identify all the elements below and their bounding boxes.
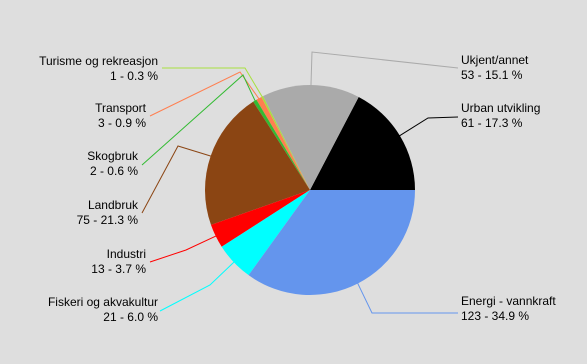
pie-slice (210, 190, 310, 247)
value-label: 13 - 3.7 % (91, 262, 146, 276)
slice-label: Fiskeri og akvakultur (48, 295, 158, 309)
slice-label: Landbruk (88, 198, 139, 212)
value-label: 123 - 34.9 % (461, 309, 529, 323)
pie-slice (253, 99, 310, 190)
leader-line (149, 234, 218, 263)
value-label: 2 - 0.6 % (90, 164, 138, 178)
leader-line (162, 67, 264, 99)
slice-label: Ukjent/annet (461, 53, 529, 67)
leader-line (141, 145, 213, 214)
value-label: 3 - 0.9 % (98, 116, 146, 130)
slice-label: Energi - vannkraft (461, 294, 556, 308)
pie-slice (256, 96, 310, 190)
slice-label: Skogbruk (87, 149, 139, 163)
value-label: 61 - 17.3 % (461, 116, 523, 130)
leader-line (149, 71, 261, 117)
pie-slice (221, 190, 310, 276)
leader-line (159, 260, 236, 312)
leader-line (141, 74, 257, 166)
pie-slice (248, 190, 415, 295)
value-label: 21 - 6.0 % (103, 310, 158, 324)
leader-line (397, 116, 459, 138)
pie-slice (310, 96, 415, 190)
slice-label: Urban utvikling (461, 101, 540, 115)
value-label: 1 - 0.3 % (110, 69, 158, 83)
leader-line (310, 51, 459, 88)
value-label: 53 - 15.1 % (461, 68, 523, 82)
slice-label: Turisme og rekreasjon (39, 54, 158, 68)
pie-slice (261, 96, 310, 190)
slice-label: Industri (107, 247, 146, 261)
leader-line (356, 281, 458, 314)
pie-slice (263, 84, 359, 190)
value-label: 75 - 21.3 % (77, 213, 139, 227)
slice-label: Transport (95, 101, 147, 115)
pie-slice (205, 101, 310, 225)
